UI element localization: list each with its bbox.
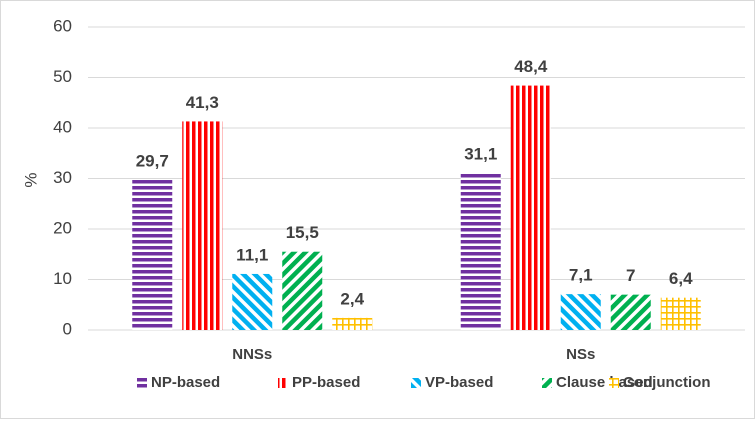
data-label: 29,7 (136, 151, 169, 170)
legend-label: Clause based (556, 374, 653, 391)
data-label: 2,4 (340, 289, 364, 308)
data-label: 31,1 (464, 144, 497, 163)
y-tick-label: 40 (53, 117, 72, 136)
x-tick-label: NNSs (232, 346, 272, 363)
data-label: 7 (626, 266, 635, 285)
bar (510, 85, 551, 330)
data-label: 48,4 (514, 57, 548, 76)
y-tick-label: 0 (63, 319, 72, 338)
bar (182, 121, 223, 330)
bar (132, 180, 173, 330)
bar (282, 251, 323, 330)
legend-label: PP-based (292, 374, 360, 391)
legend-swatch (278, 378, 288, 388)
legend-label: VP-based (425, 374, 493, 391)
data-label: 6,4 (669, 269, 693, 288)
bar (332, 317, 373, 330)
y-tick-label: 50 (53, 67, 72, 86)
y-tick-label: 60 (53, 16, 72, 35)
y-axis-label: % (21, 172, 40, 187)
legend-swatch (609, 378, 619, 388)
legend-swatch (137, 378, 147, 388)
legend-label: NP-based (151, 374, 220, 391)
bar (232, 273, 273, 330)
bar (610, 294, 651, 330)
legend-swatch (411, 378, 421, 388)
bar (560, 294, 601, 330)
data-label: 41,3 (186, 93, 219, 112)
bar (660, 297, 701, 330)
y-tick-label: 20 (53, 218, 72, 237)
data-label: 15,5 (286, 223, 319, 242)
data-label: 7,1 (569, 266, 593, 285)
bar (460, 172, 501, 330)
y-tick-label: 10 (53, 269, 72, 288)
x-tick-label: NSs (566, 346, 595, 363)
data-label: 11,1 (236, 245, 268, 264)
y-tick-label: 30 (53, 168, 72, 187)
legend-label: Conjunction (623, 374, 710, 391)
legend-swatch (542, 378, 552, 388)
